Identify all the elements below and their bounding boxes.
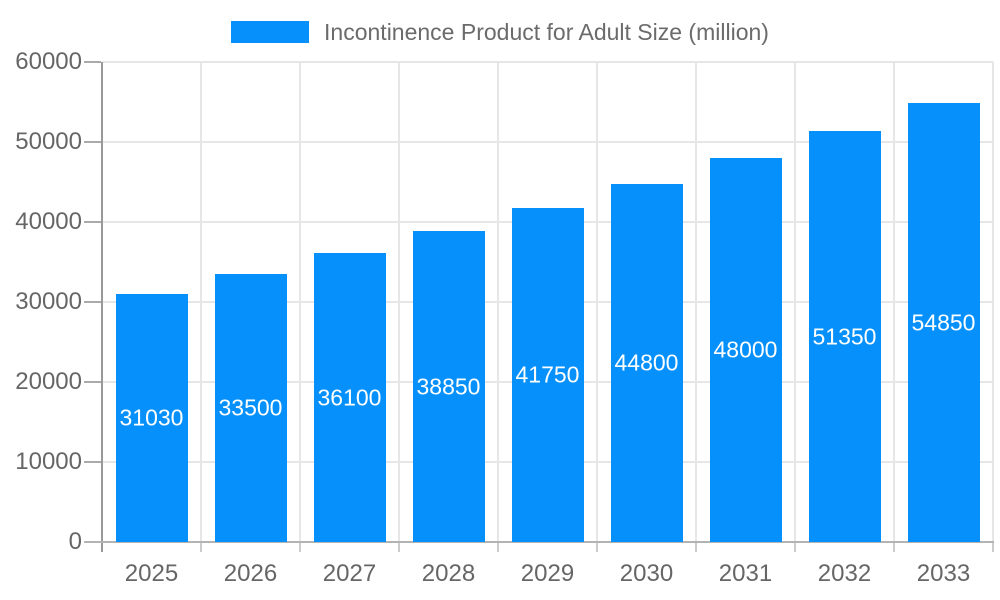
gridline-vertical xyxy=(596,62,598,542)
x-axis-label-2025: 2025 xyxy=(124,560,179,587)
x-axis-label-2030: 2030 xyxy=(619,560,674,587)
x-axis-label-2033: 2033 xyxy=(916,560,971,587)
gridline-horizontal xyxy=(102,141,993,143)
bar-value-label-2025: 31030 xyxy=(119,404,184,431)
gridline-vertical xyxy=(200,62,202,542)
x-axis-tick xyxy=(596,542,598,552)
x-axis-label-2027: 2027 xyxy=(322,560,377,587)
y-axis-label: 60000 xyxy=(15,48,82,75)
gridline-horizontal xyxy=(102,61,993,63)
gridline-vertical xyxy=(794,62,796,542)
y-axis-tick xyxy=(84,461,101,463)
y-axis-tick xyxy=(84,301,101,303)
x-axis-label-2031: 2031 xyxy=(718,560,773,587)
bar-value-label-2032: 51350 xyxy=(812,323,877,350)
x-axis-tick xyxy=(992,542,994,552)
y-axis-line xyxy=(101,62,103,552)
y-axis-tick xyxy=(84,141,101,143)
bar-value-label-2031: 48000 xyxy=(713,336,778,363)
gridline-vertical xyxy=(398,62,400,542)
bar-2029[interactable] xyxy=(511,208,584,542)
bar-2033[interactable] xyxy=(907,103,980,542)
x-axis-baseline xyxy=(84,541,994,543)
y-axis-label: 30000 xyxy=(15,288,82,315)
bar-2026[interactable] xyxy=(214,274,287,542)
gridline-vertical xyxy=(497,62,499,542)
x-axis-tick xyxy=(497,542,499,552)
x-axis-tick xyxy=(794,542,796,552)
bar-value-label-2027: 36100 xyxy=(317,384,382,411)
bar-2032[interactable] xyxy=(808,131,881,542)
bar-value-label-2026: 33500 xyxy=(218,394,283,421)
y-axis-tick xyxy=(84,381,101,383)
bar-value-label-2030: 44800 xyxy=(614,349,679,376)
y-axis-label: 20000 xyxy=(15,368,82,395)
legend-swatch xyxy=(231,21,310,43)
y-axis-tick xyxy=(84,221,101,223)
bar-value-label-2028: 38850 xyxy=(416,373,481,400)
y-axis-label: 40000 xyxy=(15,208,82,235)
bar-2025[interactable] xyxy=(115,293,188,542)
x-axis-label-2026: 2026 xyxy=(223,560,278,587)
bar-value-label-2029: 41750 xyxy=(515,361,580,388)
bar-value-label-2033: 54850 xyxy=(911,309,976,336)
y-axis-label: 50000 xyxy=(15,128,82,155)
x-axis-label-2028: 2028 xyxy=(421,560,476,587)
legend-title: Incontinence Product for Adult Size (mil… xyxy=(324,19,769,45)
x-axis-tick xyxy=(695,542,697,552)
y-axis-label: 10000 xyxy=(15,448,82,475)
bar-2031[interactable] xyxy=(709,158,782,542)
bar-2028[interactable] xyxy=(412,231,485,542)
x-axis-tick xyxy=(398,542,400,552)
bar-2027[interactable] xyxy=(313,253,386,542)
y-axis-tick xyxy=(84,61,101,63)
x-axis-tick xyxy=(200,542,202,552)
gridline-vertical xyxy=(992,62,994,542)
bar-2030[interactable] xyxy=(610,183,683,542)
x-axis-tick xyxy=(893,542,895,552)
gridline-vertical xyxy=(893,62,895,542)
legend[interactable]: Incontinence Product for Adult Size (mil… xyxy=(0,20,1000,44)
gridline-vertical xyxy=(695,62,697,542)
gridline-vertical xyxy=(299,62,301,542)
x-axis-tick xyxy=(299,542,301,552)
x-axis-label-2029: 2029 xyxy=(520,560,575,587)
x-axis-label-2032: 2032 xyxy=(817,560,872,587)
y-axis-label: 0 xyxy=(68,528,82,555)
